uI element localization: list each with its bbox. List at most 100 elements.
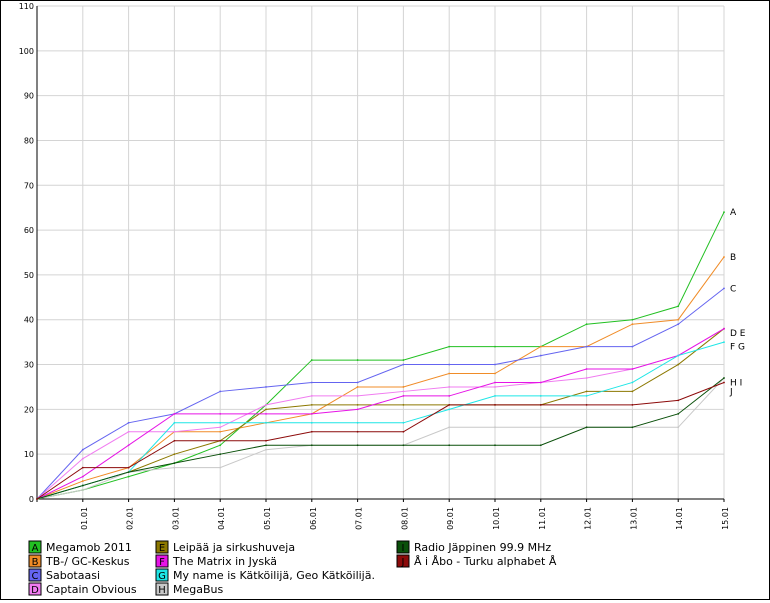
series-point-g — [585, 395, 588, 397]
series-point-g — [677, 354, 680, 357]
series-point-j — [585, 403, 588, 406]
legend-label: Å i Åbo - Turku alphabet Å — [414, 555, 557, 568]
series-point-g — [219, 421, 222, 424]
series-point-d — [356, 395, 359, 397]
series-point-i — [494, 444, 496, 447]
series-point-i — [723, 377, 725, 379]
legend-label: TB-/ GC-Keskus — [45, 555, 130, 568]
series-point-f — [81, 475, 84, 478]
series-point-c — [265, 386, 267, 388]
legend-item: J Å i Åbo - Turku alphabet Å — [396, 554, 557, 568]
legend-swatch — [155, 568, 169, 582]
end-label: F G — [730, 343, 745, 353]
series-line-a — [36, 211, 725, 500]
series-point-f — [539, 381, 542, 384]
series-point-h — [219, 466, 222, 469]
series-line-g — [36, 341, 725, 500]
series-point-j — [81, 466, 84, 469]
series-point-c — [310, 381, 313, 384]
y-tick-label: 30 — [24, 361, 34, 370]
series-point-c — [631, 345, 634, 348]
x-tick-label: 14.01 — [675, 507, 684, 530]
series-point-h — [677, 426, 680, 429]
y-tick-label: 40 — [24, 316, 34, 325]
series-point-f — [173, 412, 176, 415]
series-point-i — [539, 444, 542, 447]
series-point-h — [539, 426, 542, 429]
series-point-b — [219, 430, 222, 433]
x-tick-label: 05.01 — [263, 507, 272, 530]
series-point-f — [448, 395, 451, 397]
series-point-h — [448, 426, 451, 429]
series-point-f — [310, 412, 313, 415]
y-tick-label: 60 — [24, 226, 34, 235]
y-tick-label: 0 — [29, 495, 34, 504]
series-point-j — [539, 403, 542, 406]
series-line-b — [36, 256, 725, 500]
legend-swatch — [28, 582, 42, 596]
series-line-h — [36, 377, 725, 500]
series-point-a — [219, 444, 222, 447]
legend-swatch — [28, 554, 42, 568]
legend-item: I Radio Jäppinen 99.9 MHz — [396, 540, 551, 554]
series-point-j — [310, 430, 313, 433]
series-point-j — [173, 439, 176, 442]
series-point-h — [265, 448, 267, 451]
legend-letter: F — [159, 557, 165, 568]
x-tick-label: 13.01 — [629, 507, 638, 530]
series-point-a — [677, 305, 680, 308]
series-point-e — [265, 408, 267, 411]
legend-letter: C — [32, 571, 39, 582]
y-tick-label: 110 — [19, 2, 34, 11]
series-point-i — [219, 453, 222, 456]
x-tick-label: 04.01 — [217, 507, 226, 530]
series-point-a — [402, 359, 405, 361]
series-point-c — [402, 363, 405, 366]
series-point-i — [81, 484, 84, 487]
series-point-e — [631, 390, 634, 393]
series-point-j — [402, 430, 405, 433]
series-point-g — [723, 341, 725, 344]
y-tick-label: 70 — [24, 181, 34, 190]
y-tick-label: 50 — [24, 271, 34, 280]
series-point-g — [539, 395, 542, 397]
x-tick-label: 06.01 — [309, 507, 318, 530]
series-point-d — [81, 457, 84, 460]
series-point-f — [631, 368, 634, 370]
series-point-h — [494, 426, 496, 429]
series-point-d — [494, 386, 496, 388]
series-point-d — [310, 395, 313, 397]
series-point-g — [631, 381, 634, 384]
series-point-c — [723, 287, 725, 290]
legend-item: B TB-/ GC-Keskus — [28, 554, 130, 568]
legend-letter: E — [159, 543, 165, 554]
legend-label: Megamob 2011 — [46, 541, 132, 554]
series-point-a — [356, 359, 359, 361]
series-line-d — [36, 328, 725, 500]
end-label: C — [730, 284, 736, 294]
series-line-j — [36, 382, 725, 500]
series-point-g — [494, 395, 496, 397]
series-point-i — [585, 426, 588, 429]
x-tick-label: 07.01 — [355, 507, 364, 530]
series-point-d — [127, 430, 130, 433]
series-point-f — [494, 381, 496, 384]
series-point-j — [631, 403, 634, 406]
series-point-g — [448, 408, 451, 411]
series-point-i — [310, 444, 313, 447]
series-line-e — [36, 328, 725, 500]
legend-swatch — [396, 554, 410, 568]
x-tick-label: 01.01 — [80, 507, 89, 530]
series-point-b — [723, 256, 725, 258]
series-point-c — [677, 323, 680, 326]
x-tick-label: 11.01 — [538, 507, 547, 530]
series-point-c — [81, 448, 84, 451]
y-tick-label: 10 — [24, 450, 34, 459]
series-point-f — [723, 327, 725, 330]
series-point-j — [219, 439, 222, 442]
y-tick-label: 100 — [19, 47, 34, 56]
series-point-e — [356, 403, 359, 406]
legend-item: G My name is Kätköilijä, Geo Kätköilijä. — [155, 568, 375, 582]
series-point-a — [585, 323, 588, 326]
series-point-b — [677, 318, 680, 321]
